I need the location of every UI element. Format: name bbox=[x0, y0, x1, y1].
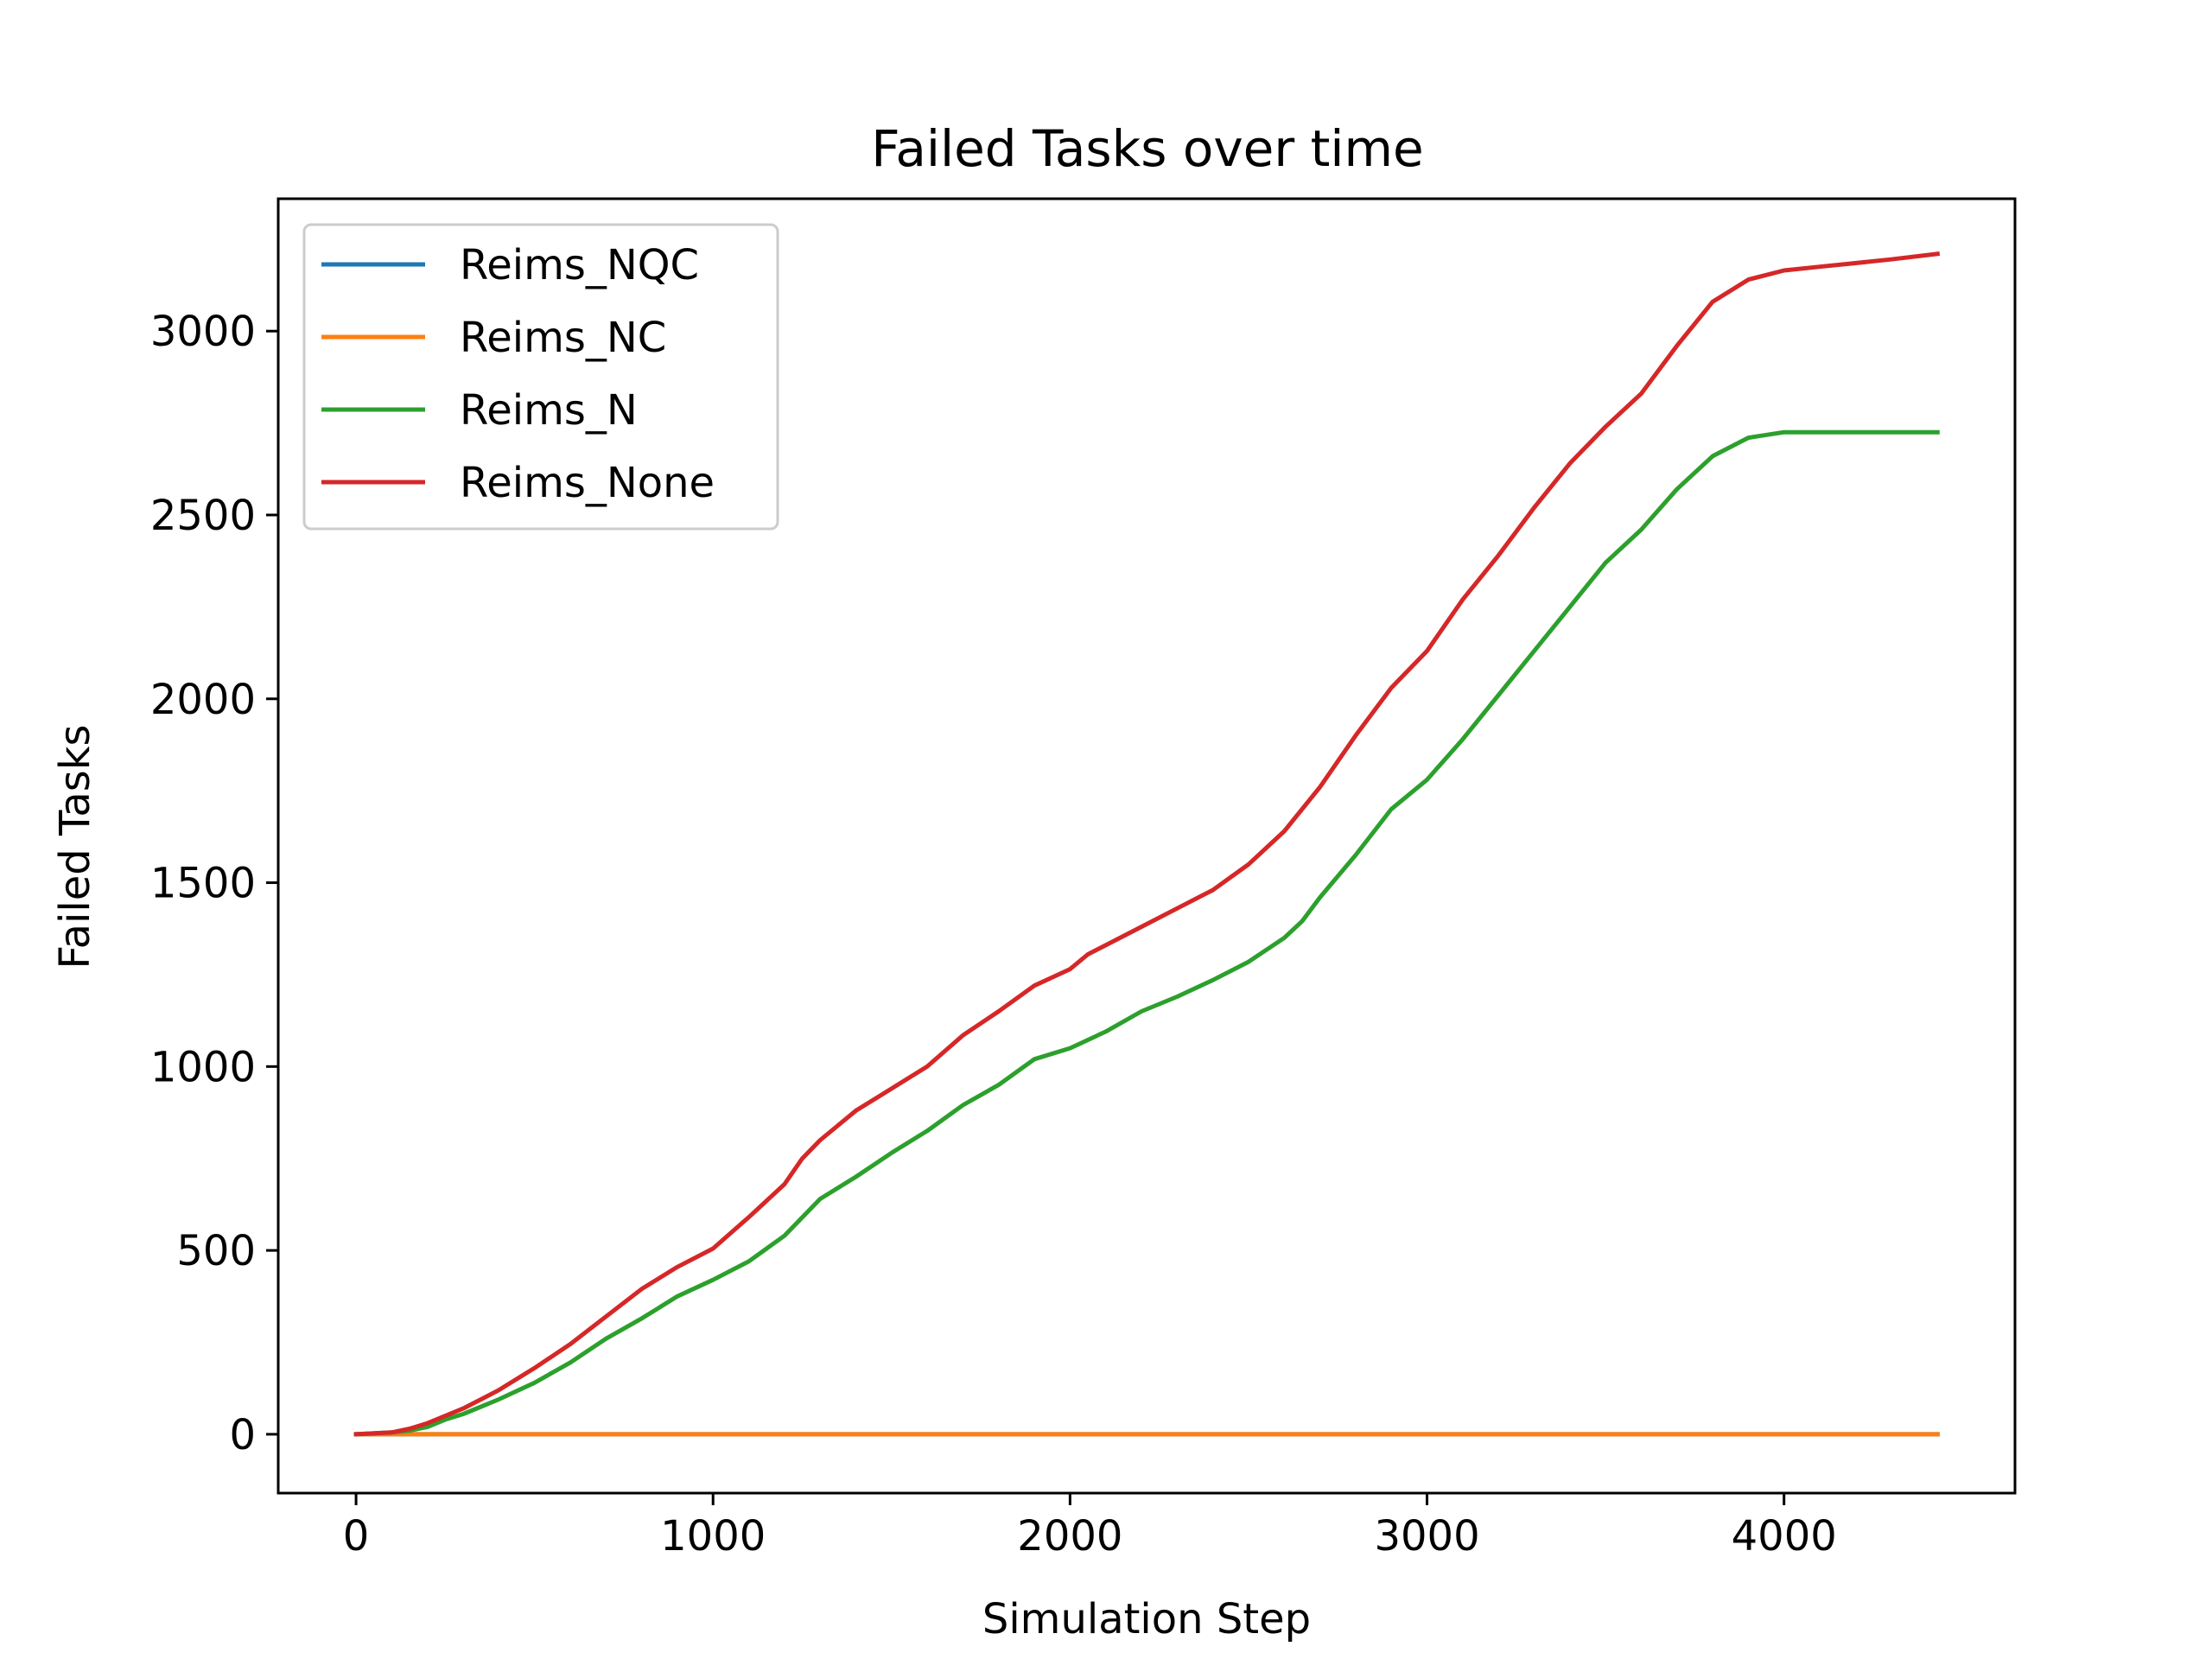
plot-area bbox=[353, 251, 1941, 1437]
legend-box bbox=[302, 223, 779, 531]
legend-label-reims-none: Reims_None bbox=[460, 459, 715, 507]
legend: Reims_NQC Reims_NC Reims_N Reims_None bbox=[302, 223, 779, 531]
y-tick-label: 1500 bbox=[150, 860, 256, 908]
y-tick-label: 0 bbox=[229, 1411, 256, 1459]
x-tick-label: 0 bbox=[343, 1512, 370, 1560]
y-tick-label: 2500 bbox=[150, 492, 256, 540]
chart-title: Failed Tasks over time bbox=[871, 119, 1423, 178]
axes-frame bbox=[276, 197, 2017, 1495]
axis-ticks: 0 1000 2000 3000 4000 0 500 1000 1500 2000 2500 300… bbox=[150, 308, 1837, 1560]
y-tick-label: 3000 bbox=[150, 308, 256, 356]
x-tick-label: 2000 bbox=[1017, 1512, 1122, 1560]
legend-label-reims-nqc: Reims_NQC bbox=[460, 241, 699, 289]
y-axis-label: Failed Tasks bbox=[51, 724, 99, 969]
x-tick-label: 4000 bbox=[1732, 1512, 1837, 1560]
legend-label-reims-nc: Reims_NC bbox=[460, 314, 666, 362]
x-tick-label: 3000 bbox=[1374, 1512, 1479, 1560]
y-tick-label: 1000 bbox=[150, 1043, 256, 1091]
x-tick-label: 1000 bbox=[660, 1512, 766, 1560]
series-line-reims-n bbox=[353, 429, 1940, 1437]
x-axis-label: Simulation Step bbox=[982, 1595, 1311, 1643]
y-tick-label: 2000 bbox=[150, 676, 256, 724]
series-line-reims-none bbox=[353, 251, 1941, 1437]
legend-label-reims-n: Reims_N bbox=[460, 386, 638, 435]
y-tick-label: 500 bbox=[176, 1227, 256, 1275]
